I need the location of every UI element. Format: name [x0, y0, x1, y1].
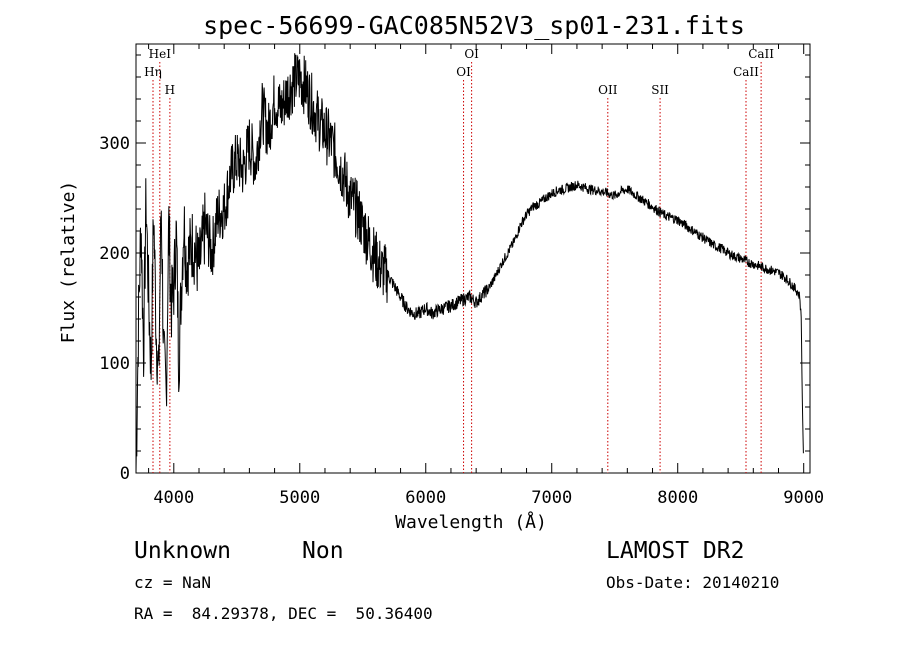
classification-label: Unknown [134, 538, 231, 564]
spectral-line-label: SII [651, 83, 669, 97]
spectral-line-label: Hη [144, 65, 162, 79]
obs-date-label: Obs-Date: 20140210 [606, 573, 780, 592]
spectrum-series-line [135, 53, 804, 474]
spectral-line-label: CaII [733, 65, 759, 79]
subclass-label: Non [302, 538, 344, 564]
axes-frame [135, 43, 811, 474]
plot-area: 4000 5000 6000 7000 8000 9000 0 100 200 300 HeI HηH… [99, 43, 824, 508]
x-tick-label: 8000 [657, 488, 698, 508]
redshift-label: cz = NaN [134, 573, 212, 592]
y-tick-label: 100 [99, 354, 130, 374]
x-tick-label: 5000 [279, 488, 320, 508]
spectral-line-label: H [165, 83, 175, 97]
coordinates-label: RA = 84.29378, DEC = 50.36400 [134, 604, 433, 623]
spectral-line-label: OI [456, 65, 471, 79]
x-tick-label: 6000 [405, 488, 446, 508]
y-tick-label: 300 [99, 134, 130, 154]
x-tick-label: 7000 [531, 488, 572, 508]
x-tick-label: 4000 [153, 488, 194, 508]
survey-label: LAMOST DR2 [606, 538, 745, 564]
spectral-line-label: OII [598, 83, 618, 97]
y-axis-label: Flux (relative) [58, 181, 79, 344]
y-tick-label: 200 [99, 244, 130, 264]
y-tick-label: 0 [120, 464, 130, 484]
spectral-line-label: OI [464, 47, 479, 61]
spectral-line-label: CaII [748, 47, 774, 61]
chart-title: spec-56699-GAC085N52V3_sp01-231.fits [203, 11, 745, 40]
x-tick-label: 9000 [783, 488, 824, 508]
x-axis-label: Wavelength (Å) [395, 511, 547, 533]
spectral-line-label: HeI [149, 47, 172, 61]
